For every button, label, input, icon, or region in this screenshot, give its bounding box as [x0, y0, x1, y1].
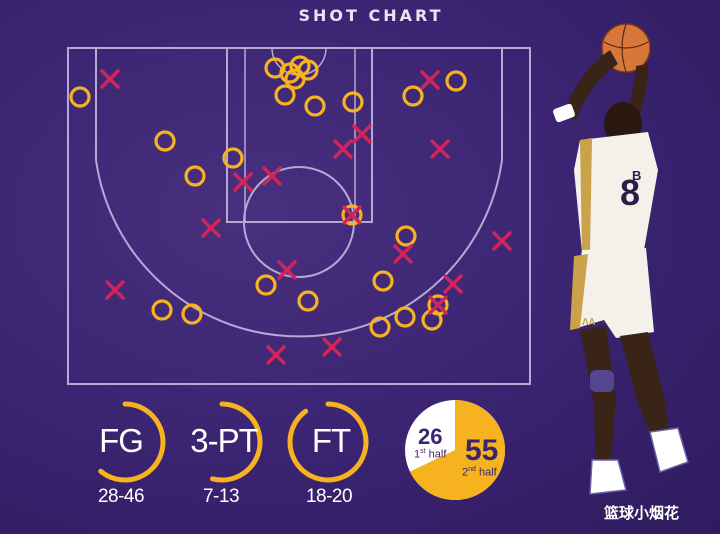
made-shot-marker [369, 316, 391, 338]
missed-shot-marker [393, 244, 413, 264]
fg-ring [98, 401, 166, 483]
missed-shot-marker [333, 139, 353, 159]
second-half-suffix: nd [468, 466, 476, 473]
player-right-leg [620, 332, 670, 444]
missed-shot-marker [266, 345, 286, 365]
made-shot-marker [445, 70, 467, 92]
first-half-points: 26 [418, 424, 443, 449]
missed-shot-marker [430, 139, 450, 159]
made-shot-marker [342, 91, 364, 113]
free-throw-circle [243, 166, 355, 278]
court-boundary [67, 47, 531, 385]
halves-pie [405, 400, 506, 501]
missed-shot-marker [105, 280, 125, 300]
second-half-label: 2nd half [462, 466, 497, 479]
missed-shot-marker [100, 69, 120, 89]
second-half-word: half [478, 466, 497, 479]
made-shot-marker [184, 165, 206, 187]
player-left-leg [580, 326, 616, 472]
missed-shot-marker [233, 172, 253, 192]
player-shorts [570, 248, 654, 338]
fg-value: 28-46 [97, 486, 145, 507]
made-shot-marker [284, 68, 306, 90]
shorts-logo: ΛΛ [582, 317, 596, 328]
second-half-slice [409, 400, 506, 501]
made-shot-marker [372, 270, 394, 292]
missed-shot-marker [352, 124, 372, 144]
missed-shot-marker [262, 166, 282, 186]
made-shot-marker [402, 85, 424, 107]
made-shot-marker [304, 95, 326, 117]
ft-ring [287, 401, 369, 483]
missed-shot-marker [322, 337, 342, 357]
made-shot-marker [222, 147, 244, 169]
three-pt-value: 7-13 [202, 486, 240, 507]
ft-label: FT [311, 422, 351, 459]
jersey-number: 8 [620, 172, 640, 213]
made-shot-marker [274, 84, 296, 106]
made-shot-marker [297, 290, 319, 312]
player-left-shoe [589, 459, 627, 495]
lane-inner [244, 47, 356, 223]
made-shot-marker [69, 86, 91, 108]
three-point-line [95, 48, 503, 338]
three-pt-label: 3-PT [190, 422, 259, 459]
watermark: 篮球小烟花 [604, 504, 680, 522]
missed-shot-marker [492, 231, 512, 251]
stat-rings [98, 401, 369, 483]
first-half-word: half [428, 448, 447, 461]
three-pt-ring [210, 401, 263, 483]
made-shot-marker [395, 225, 417, 247]
made-shot-marker [151, 299, 173, 321]
first-half-ordinal: 1 [414, 448, 421, 461]
shot-marks [69, 55, 512, 365]
first-half-suffix: st [420, 448, 426, 455]
second-half-ordinal: 2 [462, 466, 469, 479]
ft-value: 18-20 [305, 486, 353, 507]
made-shot-marker [394, 306, 416, 328]
player-left-arm [562, 50, 618, 120]
chart-title: SHOT CHART [298, 6, 444, 25]
made-shot-marker [427, 294, 449, 316]
player-photo: 8 B ΛΛ [553, 23, 689, 495]
missed-shot-marker [201, 218, 221, 238]
made-shot-marker [154, 130, 176, 152]
missed-shot-marker [420, 70, 440, 90]
made-shot-marker [181, 303, 203, 325]
player-right-shoe [649, 427, 689, 473]
player-jersey [574, 132, 658, 252]
missed-shot-marker [342, 205, 362, 225]
missed-shot-marker [277, 260, 297, 280]
fg-label: FG [99, 422, 144, 459]
missed-shot-marker [443, 274, 463, 294]
jersey-name: B [632, 168, 641, 183]
first-half-label: 1st half [414, 448, 446, 461]
missed-shot-marker [428, 295, 448, 315]
made-shot-marker [255, 274, 277, 296]
made-shot-marker [341, 204, 363, 226]
second-half-points: 55 [465, 434, 499, 467]
